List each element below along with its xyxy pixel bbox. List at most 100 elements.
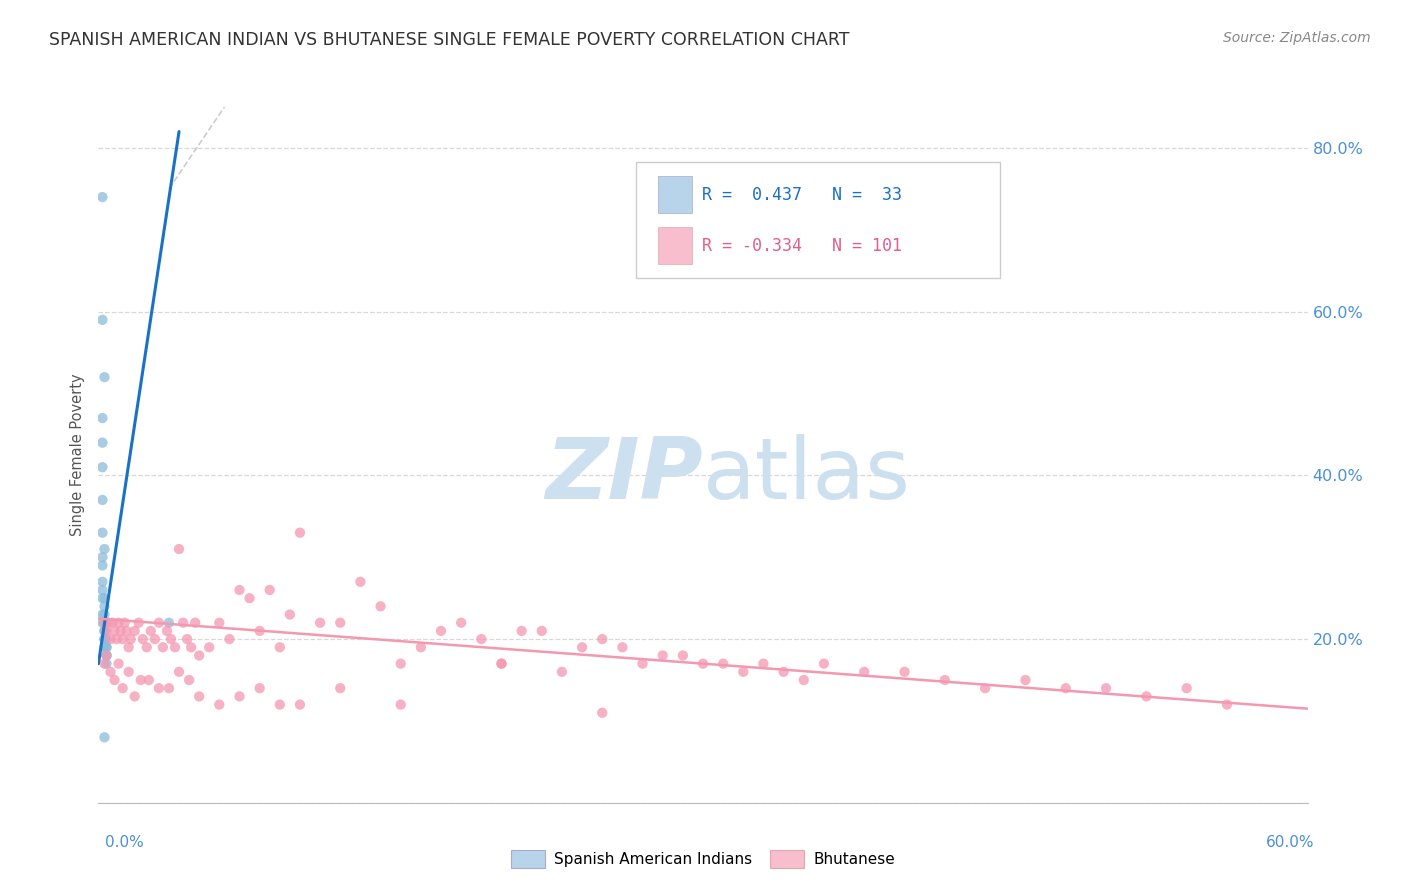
Point [571,640,593,655]
Point [228,690,250,704]
Point [208,698,231,712]
Point [93,632,115,646]
Point [103,673,125,687]
Point [893,665,915,679]
Point [96,640,118,655]
Point [93,370,115,384]
Point [118,665,141,679]
Point [100,632,122,646]
Point [167,665,190,679]
Point [96,648,118,663]
Point [269,698,291,712]
Point [329,615,352,630]
Point [288,698,311,712]
Point [91,411,114,425]
Point [491,657,513,671]
Point [853,665,876,679]
Point [167,542,190,557]
Text: Source: ZipAtlas.com: Source: ZipAtlas.com [1223,31,1371,45]
Point [93,615,115,630]
Point [91,492,114,507]
Point [91,460,114,475]
Point [176,632,198,646]
Point [105,632,128,646]
Point [101,615,124,630]
Point [672,648,695,663]
Point [91,607,114,622]
Point [329,681,352,696]
Point [91,558,114,573]
Point [1014,673,1036,687]
Point [491,657,513,671]
Point [96,657,118,671]
Point [370,599,392,614]
Point [612,640,634,655]
Point [389,657,412,671]
Point [124,690,146,704]
Point [115,624,138,638]
Text: SPANISH AMERICAN INDIAN VS BHUTANESE SINGLE FEMALE POVERTY CORRELATION CHART: SPANISH AMERICAN INDIAN VS BHUTANESE SIN… [49,31,849,49]
Point [470,632,492,646]
Point [157,615,180,630]
Point [107,657,129,671]
Point [97,615,120,630]
Point [510,624,533,638]
Point [93,542,115,557]
Point [139,624,162,638]
Point [100,665,122,679]
Text: 0.0%: 0.0% [105,836,145,850]
Point [111,632,134,646]
Point [96,640,118,655]
Point [309,615,332,630]
Point [1175,681,1198,696]
Point [91,190,114,204]
Point [103,624,125,638]
Point [198,640,221,655]
Point [96,648,118,663]
Point [249,681,271,696]
Point [91,313,114,327]
Point [129,673,152,687]
Point [651,648,673,663]
Point [450,615,472,630]
Point [124,624,146,638]
Point [631,657,654,671]
Point [93,640,115,655]
Legend: Spanish American Indians, Bhutanese: Spanish American Indians, Bhutanese [505,844,901,873]
Point [93,615,115,630]
Point [591,632,613,646]
Point [1095,681,1118,696]
Point [93,624,115,638]
Point [148,615,170,630]
Point [551,665,574,679]
Point [152,640,174,655]
Point [135,640,157,655]
Point [813,657,835,671]
Point [733,665,755,679]
Point [120,632,142,646]
Point [772,665,794,679]
Point [93,632,115,646]
Text: R =  0.437   N =  33: R = 0.437 N = 33 [702,186,901,204]
Point [163,640,186,655]
Point [93,599,115,614]
Point [184,615,207,630]
Point [91,615,114,630]
Point [389,698,412,712]
Point [157,681,180,696]
Point [91,435,114,450]
Point [349,574,371,589]
Point [132,632,155,646]
Text: ZIP: ZIP [546,434,703,517]
Point [91,525,114,540]
Point [974,681,997,696]
Point [91,591,114,606]
Point [409,640,432,655]
Point [430,624,453,638]
Point [93,607,115,622]
Point [93,591,115,606]
Point [1135,690,1157,704]
Point [591,706,613,720]
Point [1216,698,1239,712]
Point [934,673,956,687]
